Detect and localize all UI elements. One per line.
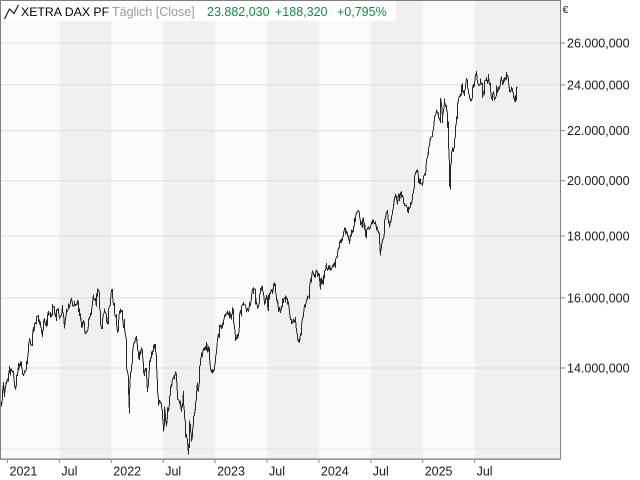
svg-text:Jul: Jul — [269, 464, 285, 478]
svg-text:+188,320: +188,320 — [275, 5, 328, 19]
svg-text:24.000,000: 24.000,000 — [567, 78, 630, 92]
svg-text:XETRA DAX PF: XETRA DAX PF — [21, 5, 110, 19]
svg-text:23.882,030: 23.882,030 — [207, 5, 270, 19]
svg-text:2021: 2021 — [10, 464, 38, 478]
svg-text:Jul: Jul — [165, 464, 181, 478]
svg-text:18.000,000: 18.000,000 — [567, 229, 630, 243]
svg-text:Täglich [Close]: Täglich [Close] — [112, 5, 195, 19]
svg-text:20.000,000: 20.000,000 — [567, 174, 630, 188]
svg-text:22.000,000: 22.000,000 — [567, 124, 630, 138]
svg-text:2025: 2025 — [425, 464, 453, 478]
svg-text:€: € — [563, 4, 569, 16]
svg-text:Jul: Jul — [373, 464, 389, 478]
svg-text:Jul: Jul — [477, 464, 493, 478]
svg-text:2024: 2024 — [321, 464, 349, 478]
svg-text:+0,795%: +0,795% — [337, 5, 387, 19]
svg-text:2023: 2023 — [217, 464, 245, 478]
svg-text:26.000,000: 26.000,000 — [567, 36, 630, 50]
svg-text:Jul: Jul — [61, 464, 77, 478]
svg-text:16.000,000: 16.000,000 — [567, 291, 630, 305]
svg-text:2022: 2022 — [113, 464, 141, 478]
svg-text:14.000,000: 14.000,000 — [567, 361, 630, 375]
